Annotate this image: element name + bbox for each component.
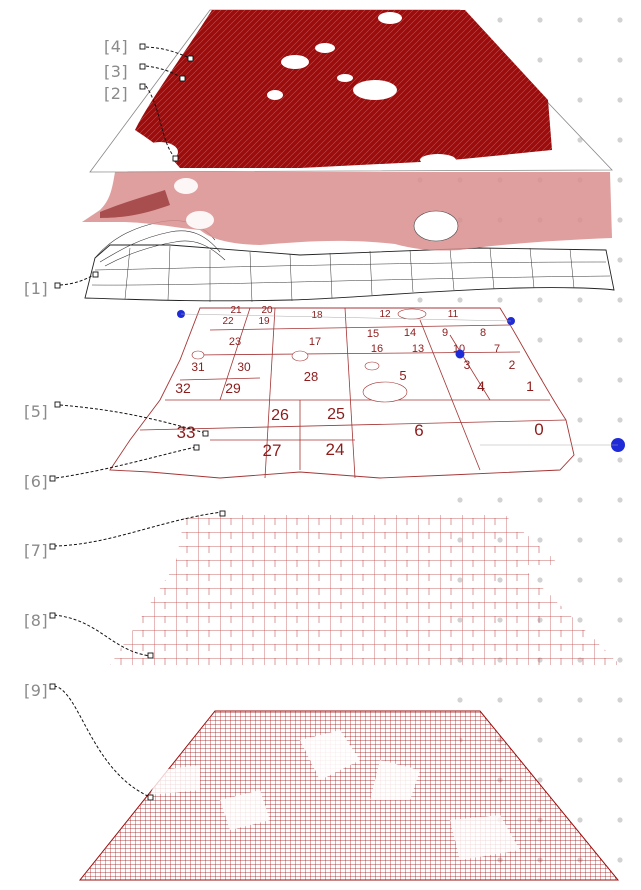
zone-label: 20 — [261, 305, 273, 316]
zone-label: 30 — [237, 360, 251, 374]
zone-label: 8 — [480, 327, 486, 339]
zone-label: 21 — [230, 305, 242, 316]
zone-label: 1 — [526, 378, 534, 394]
zone-label: 2 — [509, 358, 516, 372]
layer-parcel-grid-upper — [175, 515, 560, 565]
zone-label: 0 — [534, 420, 543, 439]
callout-anchor-squares — [49, 43, 226, 801]
zone-label: 13 — [412, 343, 424, 355]
marker-dot — [455, 349, 465, 359]
zone-label: 4 — [477, 378, 485, 394]
zone-label: 31 — [191, 360, 205, 374]
callout-label-3: [3] — [104, 62, 129, 81]
zone-label: 3 — [464, 358, 471, 372]
layer-translucent-surface — [82, 172, 612, 251]
zone-label: 27 — [263, 441, 282, 460]
zone-label: 19 — [258, 316, 270, 327]
zone-label: 11 — [448, 309, 459, 320]
zone-label: 22 — [222, 316, 234, 327]
callout-label-9: [9] — [24, 681, 49, 700]
callout-label-8: [8] — [24, 611, 49, 630]
zone-label: 12 — [379, 309, 391, 320]
zone-label: 18 — [311, 310, 323, 321]
layer-road-network-dense — [78, 710, 620, 881]
zone-label: 23 — [229, 336, 241, 348]
callout-label-6: [6] — [24, 472, 49, 491]
zone-label: 26 — [271, 407, 289, 424]
zone-label: 25 — [327, 406, 345, 423]
zone-label: 28 — [304, 369, 318, 384]
zone-label: 29 — [225, 380, 241, 396]
zone-label: 6 — [414, 421, 423, 440]
zone-label: 17 — [309, 336, 321, 348]
zone-label: 5 — [399, 368, 406, 383]
callout-label-2: [2] — [104, 84, 129, 103]
zone-label: 33 — [177, 423, 196, 442]
callout-label-5: [5] — [24, 402, 49, 421]
callout-leader-lines — [53, 46, 223, 798]
callout-label-4: [4] — [104, 37, 129, 56]
callout-label-1: [1] — [24, 279, 49, 298]
layer-terrain-wireframe — [84, 220, 615, 303]
zone-label: 15 — [367, 328, 379, 340]
zone-label: 16 — [371, 343, 383, 355]
zone-label: 14 — [404, 327, 416, 339]
location-markers — [177, 310, 625, 452]
zone-label: 7 — [494, 343, 500, 355]
layer-canopy-top — [89, 9, 613, 173]
zone-label: 24 — [326, 440, 345, 459]
zone-label: 32 — [175, 380, 191, 396]
zone-label: 9 — [442, 327, 448, 339]
callout-label-7: [7] — [24, 541, 49, 560]
layer-parcel-grid-lower — [110, 565, 620, 665]
